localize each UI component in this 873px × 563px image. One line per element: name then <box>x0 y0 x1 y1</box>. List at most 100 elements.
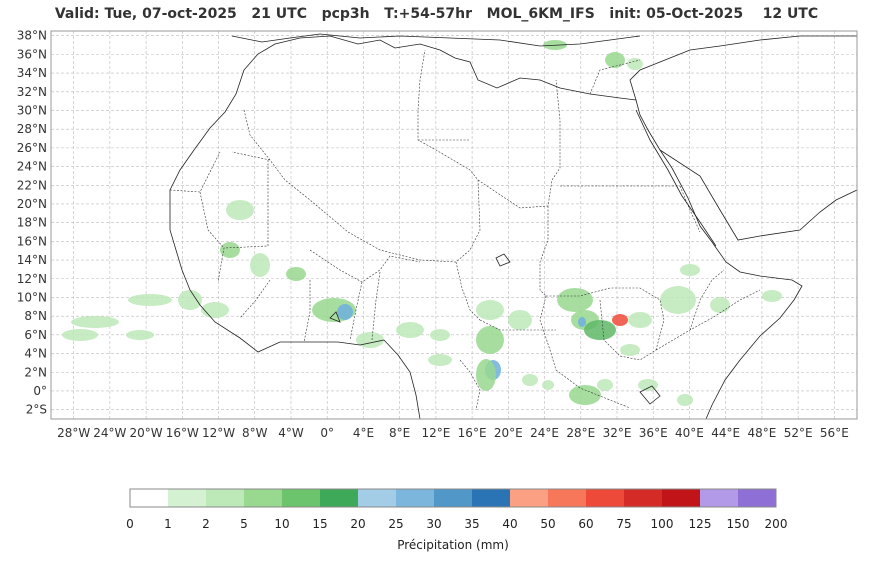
lat-tick-label: 22°N <box>17 178 47 192</box>
colorbar-swatch <box>434 489 473 507</box>
lat-tick-label: 14°N <box>17 253 47 267</box>
colorbar-tick-label: 25 <box>388 517 403 531</box>
colorbar-tick-label: 2 <box>202 517 210 531</box>
colorbar-tick-label: 150 <box>727 517 750 531</box>
lon-tick-label: 44°E <box>711 426 740 440</box>
precip-cell <box>522 374 538 386</box>
precip-cell <box>680 264 700 276</box>
precipitation-field <box>62 40 782 406</box>
colorbar-tick-label: 5 <box>240 517 248 531</box>
lon-tick-label: 8°E <box>389 426 410 440</box>
colorbar-tick-label: 15 <box>312 517 327 531</box>
colorbar-swatch <box>206 489 245 507</box>
lon-tick-label: 12°W <box>202 426 235 440</box>
lon-tick-label: 20°W <box>130 426 163 440</box>
colorbar-tick-label: 30 <box>426 517 441 531</box>
lon-tick-label: 48°E <box>747 426 776 440</box>
colorbar-swatch <box>168 489 207 507</box>
precip-cell <box>762 290 782 302</box>
graticule <box>51 31 857 419</box>
colorbar-tick-label: 100 <box>651 517 674 531</box>
colorbar-boxes <box>130 489 777 507</box>
precip-cell <box>396 322 424 338</box>
country-borders <box>169 49 761 411</box>
precip-cell <box>430 329 450 341</box>
lat-tick-label: 16°N <box>17 234 47 248</box>
colorbar-swatch <box>700 489 739 507</box>
longitude-labels: 28°W 24°W 20°W 16°W 12°W 8°W 4°W 0° 4°E 8°E 12°E 16… <box>57 426 849 440</box>
lat-tick-label: 10°N <box>17 290 47 304</box>
colorbar-swatch <box>662 489 701 507</box>
lat-tick-label: 36°N <box>17 47 47 61</box>
colorbar-label: Précipitation (mm) <box>397 538 509 552</box>
precip-cell <box>628 312 652 328</box>
colorbar-tick-label: 1 <box>164 517 172 531</box>
colorbar-tick-label: 125 <box>689 517 712 531</box>
lon-tick-label: 56°E <box>820 426 849 440</box>
coastlines <box>169 33 858 420</box>
colorbar-swatch <box>738 489 777 507</box>
lon-tick-label: 52°E <box>784 426 813 440</box>
colorbar-swatch <box>282 489 321 507</box>
precip-cell <box>710 297 730 313</box>
precip-cell <box>226 200 254 220</box>
map-title: Valid: Tue, 07-oct-2025 21 UTC pcp3h T:+… <box>54 6 819 22</box>
precip-cell <box>620 344 640 356</box>
lon-tick-label: 20°E <box>494 426 523 440</box>
precip-cell <box>627 58 643 70</box>
colorbar-swatch <box>472 489 511 507</box>
lon-tick-label: 28°E <box>566 426 595 440</box>
lon-tick-label: 24°E <box>530 426 559 440</box>
precip-cell <box>612 314 628 326</box>
red-sea-coastline <box>635 109 717 247</box>
lat-tick-label: 0° <box>33 384 47 398</box>
precip-cell <box>638 379 658 391</box>
precip-cell <box>71 316 119 328</box>
lon-tick-label: 16°E <box>458 426 487 440</box>
lat-tick-label: 8°N <box>24 309 47 323</box>
colorbar-swatch <box>358 489 397 507</box>
precip-cell <box>597 379 613 391</box>
lon-tick-label: 40°E <box>675 426 704 440</box>
colorbar-tick-label: 20 <box>350 517 365 531</box>
lat-tick-label: 32°N <box>17 85 47 99</box>
precip-cell <box>542 380 554 390</box>
lat-tick-label: 28°N <box>17 122 47 136</box>
colorbar-swatch <box>586 489 625 507</box>
lat-tick-label: 18°N <box>17 216 47 230</box>
lon-tick-label: 4°E <box>353 426 374 440</box>
precip-cell <box>128 294 172 306</box>
precip-cell <box>356 332 384 348</box>
lon-tick-label: 4°W <box>278 426 304 440</box>
colorbar-frame <box>129 488 777 508</box>
lon-tick-label: 16°W <box>166 426 199 440</box>
colorbar-tick-label: 60 <box>578 517 593 531</box>
precip-cell <box>660 286 696 314</box>
lat-tick-label: 34°N <box>17 66 47 80</box>
precip-cell <box>250 253 270 277</box>
precip-cell <box>476 300 504 320</box>
lake-victoria <box>639 385 661 405</box>
map-background <box>51 31 857 419</box>
lon-tick-label: 12°E <box>421 426 450 440</box>
precip-cell <box>178 290 202 310</box>
lake-volta <box>329 311 341 323</box>
lat-tick-label: 30°N <box>17 103 47 117</box>
precip-cell <box>126 330 154 340</box>
lat-tick-label: 26°N <box>17 141 47 155</box>
lon-tick-label: 8°W <box>242 426 268 440</box>
precip-cell <box>201 302 229 318</box>
precip-cell <box>557 288 593 312</box>
precip-cell <box>476 326 504 354</box>
lat-tick-label: 12°N <box>17 272 47 286</box>
precip-cell <box>337 304 353 320</box>
lon-tick-label: 0° <box>320 426 334 440</box>
lon-tick-label: 36°E <box>639 426 668 440</box>
europe-coastline <box>231 33 641 47</box>
colorbar-tick-label: 75 <box>616 517 631 531</box>
precip-cell <box>220 242 240 258</box>
colorbar-swatch <box>548 489 587 507</box>
colorbar-tick-label: 50 <box>540 517 555 531</box>
lat-tick-label: 24°N <box>17 160 47 174</box>
precip-cell <box>605 52 625 68</box>
